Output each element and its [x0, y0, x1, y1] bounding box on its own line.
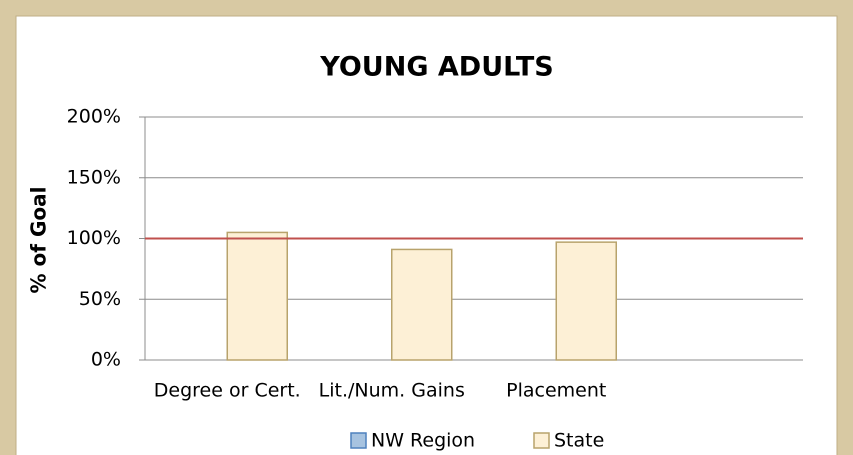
- legend-swatch: [350, 432, 367, 449]
- x-tick-label: Lit./Num. Gains: [319, 380, 465, 402]
- legend-label: NW Region: [371, 430, 475, 452]
- legend-swatch: [533, 432, 550, 449]
- x-tick-label: Placement: [506, 380, 606, 402]
- y-tick-label: 50%: [79, 288, 121, 310]
- y-axis-label: % of Goal: [27, 187, 51, 294]
- y-tick-label: 200%: [67, 106, 121, 128]
- bar: [226, 231, 288, 361]
- bar: [555, 241, 617, 361]
- panel: [15, 15, 838, 455]
- x-tick-label: Degree or Cert.: [154, 380, 301, 402]
- bar: [391, 248, 453, 361]
- y-tick-label: 150%: [67, 166, 121, 188]
- y-tick-label: 100%: [67, 227, 121, 249]
- legend-label: State: [554, 430, 604, 452]
- y-tick-label: 0%: [91, 349, 121, 371]
- chart-title: YOUNG ADULTS: [319, 52, 553, 83]
